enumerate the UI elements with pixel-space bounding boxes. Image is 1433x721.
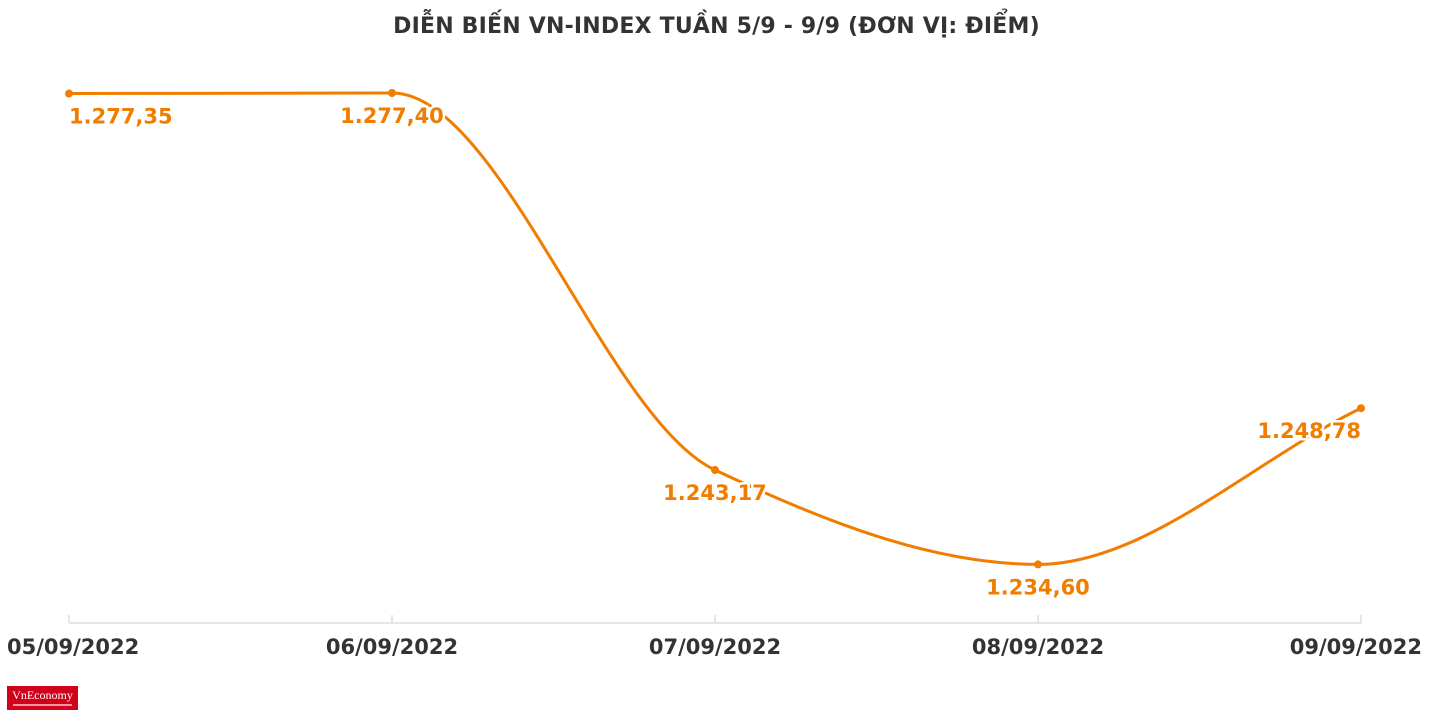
data-point [711, 466, 719, 475]
x-tick-label: 07/09/2022 [649, 635, 781, 659]
data-label: 1.248,78 [1257, 419, 1361, 443]
logo-text: VnEconomy [12, 688, 73, 702]
x-tick-label: 05/09/2022 [7, 635, 139, 659]
data-label-halo: 1.248,78 [1257, 419, 1361, 443]
series-line-layer [67, 91, 1363, 566]
data-point [65, 89, 73, 98]
data-point [388, 89, 396, 97]
data-label: 1.277,40 [340, 104, 444, 128]
logo-tagline-decoration [13, 704, 72, 706]
data-label: 1.243,17 [663, 481, 767, 505]
vneconomy-logo: VnEconomy [7, 686, 78, 710]
data-label-halo: 1.277,40 [340, 104, 444, 128]
data-labels-layer: 1.277,351.277,35 1.277,401.277,401.243,17… [67, 102, 1364, 602]
data-label-halo: 1.234,60 [986, 575, 1090, 599]
axis-layer: 05/09/2022 06/09/2022 07/09/2022 08/09/2022… [7, 615, 1422, 659]
data-points-layer [65, 89, 1365, 569]
series-line [67, 91, 1363, 566]
x-tick-label: 08/09/2022 [972, 635, 1104, 659]
data-label: 1.234,60 [986, 575, 1090, 599]
data-point [1357, 404, 1365, 413]
data-label-halo: 1.243,17 [663, 481, 767, 505]
chart-title: DIỄN BIẾN VN-INDEX TUẦN 5/9 - 9/9 (ĐƠN V… [393, 14, 1040, 39]
data-label: 1.277,35 [69, 105, 173, 129]
data-point [1034, 560, 1042, 569]
x-tick-label: 06/09/2022 [326, 635, 458, 659]
data-label-halo: 1.277,35 [69, 105, 173, 129]
x-tick-label: 09/09/2022 [1290, 635, 1422, 659]
